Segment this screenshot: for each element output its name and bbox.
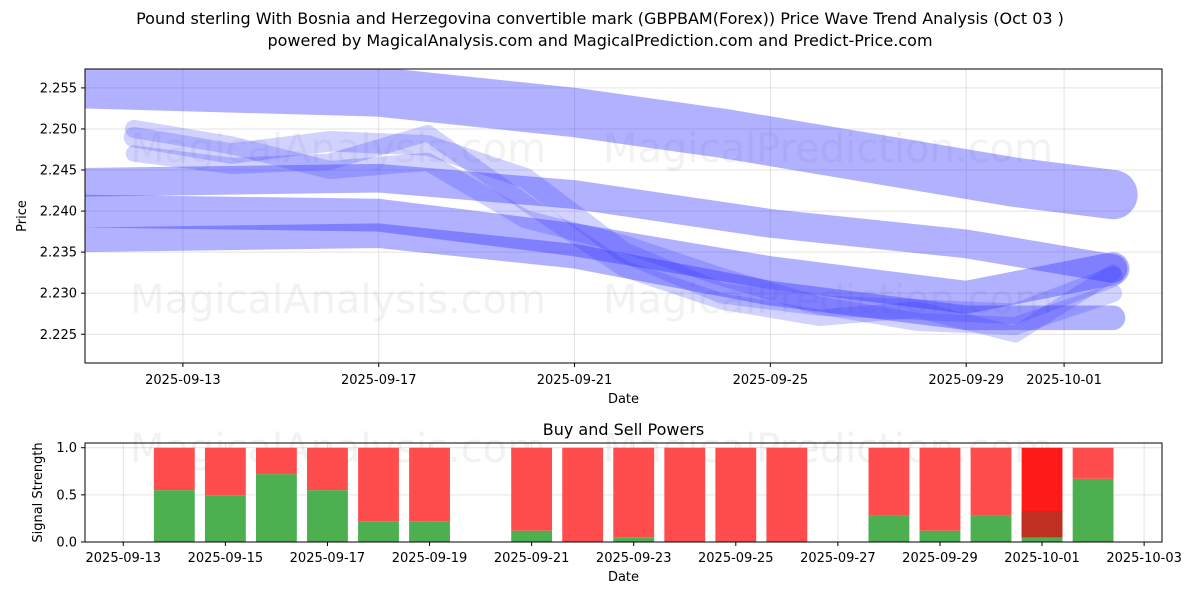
buy-bar [307,490,348,542]
x-tick-label: 2025-09-19 [392,551,468,566]
sell-bar [204,447,246,496]
sell-bar [153,447,195,491]
x-tick-label: 2025-09-13 [145,373,221,388]
y-tick-label: 2.235 [40,246,77,261]
buy-bar [358,521,399,542]
overlay-bar [1021,510,1063,538]
x-tick-label: 2025-09-27 [800,551,876,566]
y-tick-label: 1.0 [56,441,77,456]
watermark-text: MagicalPrediction.com [603,277,1053,323]
sell-bar [766,447,808,542]
buy-bar [1021,537,1063,542]
x-tick-label: 2025-09-15 [188,551,264,566]
sell-bar [919,447,961,531]
sell-bar [562,447,604,542]
buy-bar [153,490,195,542]
y-tick-label: 2.240 [40,205,77,220]
sell-bar [613,447,655,538]
buy-bar [255,474,297,542]
plot-frame [84,68,1163,364]
x-axis-label: Date [608,392,639,407]
y-axis-label: Signal Strength [31,442,46,542]
chart-title-line-2: powered by MagicalAnalysis.com and Magic… [267,31,933,50]
x-tick-label: 2025-09-29 [902,551,978,566]
x-tick-label: 2025-09-21 [537,373,613,388]
wave-series-group [85,69,1138,343]
buy-sell-chart: Buy and Sell PowersMagicalAnalysis.comMa… [31,420,1182,585]
chart-title-line-1: Pound sterling With Bosnia and Herzegovi… [136,9,1064,28]
buy-bar [919,530,961,542]
x-tick-label: 2025-09-23 [596,551,672,566]
y-tick-label: 2.255 [40,81,77,96]
sell-bar [307,447,348,491]
x-tick-label: 2025-09-17 [341,373,417,388]
wave-series-zigzag-wave-3 [124,119,1123,336]
y-tick-label: 0.0 [56,536,77,551]
y-axis-label: Price [15,200,30,232]
buy-bar [511,530,553,542]
watermark-text: MagicalAnalysis.com [130,126,546,172]
y-tick-label: 2.230 [40,287,77,302]
watermark-text: MagicalPrediction.com [603,126,1053,172]
x-tick-label: 2025-09-25 [698,551,774,566]
buy-sell-title: Buy and Sell Powers [543,420,705,439]
sell-bar [1072,447,1114,479]
wave-series-upper-wave [85,69,1138,220]
x-tick-label: 2025-09-29 [928,373,1004,388]
x-tick-label: 2025-10-03 [1106,551,1182,566]
buy-bar [204,495,246,542]
y-tick-label: 2.225 [40,328,77,343]
buy-bar [409,521,450,542]
x-tick-label: 2025-10-01 [1004,551,1080,566]
sell-bar [511,447,553,531]
sell-bar [715,447,757,542]
buy-bar [613,537,655,542]
wave-series-main-wave [85,194,1130,314]
sell-bar [664,447,706,542]
sell-bar [358,447,399,522]
x-tick-label: 2025-09-25 [733,373,809,388]
watermark-text: MagicalAnalysis.com [130,277,546,323]
x-tick-label: 2025-09-17 [290,551,366,566]
buy-bar [868,515,910,542]
sell-bar [255,447,297,475]
price-wave-chart: MagicalAnalysis.com MagicalPrediction.com… [15,68,1163,407]
buy-bar [970,515,1012,542]
wave-series-zigzag-wave-1 [123,126,1124,324]
x-axis-label: Date [608,570,639,585]
buy-bar [1072,478,1114,542]
sell-bar [868,447,910,516]
sell-bar [970,447,1012,516]
wave-series-mid-upper-wave [85,163,1128,283]
wave-series-lower-wave [85,223,1126,331]
y-tick-label: 2.245 [40,164,77,179]
plot-frame [84,442,1163,543]
x-tick-label: 2025-09-13 [86,551,162,566]
sell-bar [409,447,450,522]
x-tick-label: 2025-09-21 [494,551,570,566]
x-tick-label: 2025-10-01 [1026,373,1102,388]
y-tick-label: 2.250 [40,122,77,137]
wave-series-zigzag-wave-2 [125,124,1122,343]
y-tick-label: 0.5 [56,488,77,503]
